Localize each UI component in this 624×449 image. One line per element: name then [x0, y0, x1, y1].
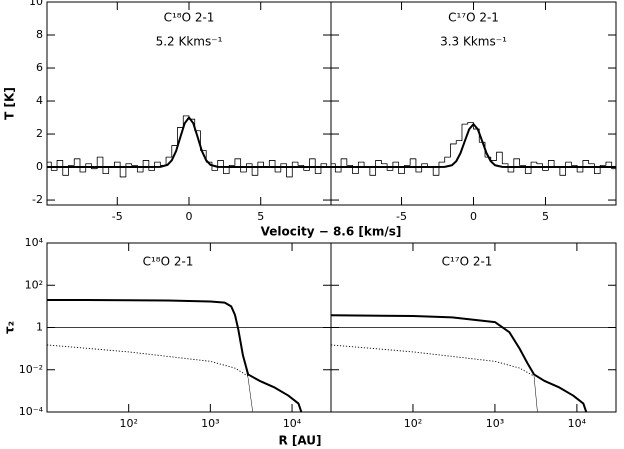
y-tick-label: 0 — [36, 160, 43, 173]
series-line — [47, 116, 331, 169]
series-line — [47, 299, 303, 412]
series-line — [533, 376, 538, 412]
y-tick-label: 4 — [36, 94, 43, 107]
y-tick-label: 10⁻⁴ — [19, 405, 44, 418]
frame — [330, 1, 617, 206]
series-line — [331, 314, 588, 412]
frame — [46, 1, 332, 206]
x-tick-label: 10² — [404, 417, 422, 430]
y-tick-label: 8 — [36, 28, 43, 41]
x-tick-label: 10³ — [486, 417, 504, 430]
x-tick-label: -5 — [396, 210, 407, 223]
x-tick-label: 10⁴ — [283, 417, 302, 430]
series-line — [238, 329, 253, 412]
frame — [330, 242, 617, 413]
x-tick-label: -5 — [112, 210, 123, 223]
x-axis-label: Velocity − 8.6 [km/s] — [261, 225, 402, 239]
y-tick-label: 10² — [25, 278, 43, 291]
annotation: C¹⁷O 2-1 — [442, 255, 493, 269]
annotation: C¹⁷O 2-1 — [448, 11, 499, 25]
y-tick-label: 2 — [36, 127, 43, 140]
y-axis-label: τ₂ — [3, 321, 17, 334]
y-axis-label: T [K] — [3, 87, 17, 120]
y-tick-label: 10 — [29, 0, 43, 8]
series-line — [331, 122, 616, 176]
annotation: 3.3 Kkms⁻¹ — [440, 35, 507, 49]
y-tick-label: 1 — [36, 321, 43, 334]
y-tick-label: 6 — [36, 61, 43, 74]
annotation: C¹⁸O 2-1 — [143, 255, 194, 269]
x-tick-label: 5 — [257, 210, 264, 223]
series-line — [47, 344, 249, 377]
plot-area — [47, 299, 331, 412]
x-tick-label: 10⁴ — [568, 417, 587, 430]
y-tick-label: -2 — [32, 193, 43, 206]
annotation: C¹⁸O 2-1 — [164, 11, 215, 25]
x-tick-label: 5 — [542, 210, 549, 223]
x-tick-label: 0 — [470, 210, 477, 223]
series-line — [331, 344, 535, 377]
x-tick-label: 10² — [119, 417, 137, 430]
x-tick-label: 10³ — [201, 417, 219, 430]
plot-area — [331, 122, 616, 176]
annotation: 5.2 Kkms⁻¹ — [156, 35, 223, 49]
x-axis-label: R [AU] — [278, 434, 321, 448]
y-tick-label: 10⁴ — [25, 236, 44, 249]
plot-area — [47, 115, 331, 178]
series-line — [331, 123, 616, 169]
plot-area — [331, 314, 616, 412]
x-tick-label: 0 — [186, 210, 193, 223]
y-tick-label: 10⁻² — [19, 363, 43, 376]
